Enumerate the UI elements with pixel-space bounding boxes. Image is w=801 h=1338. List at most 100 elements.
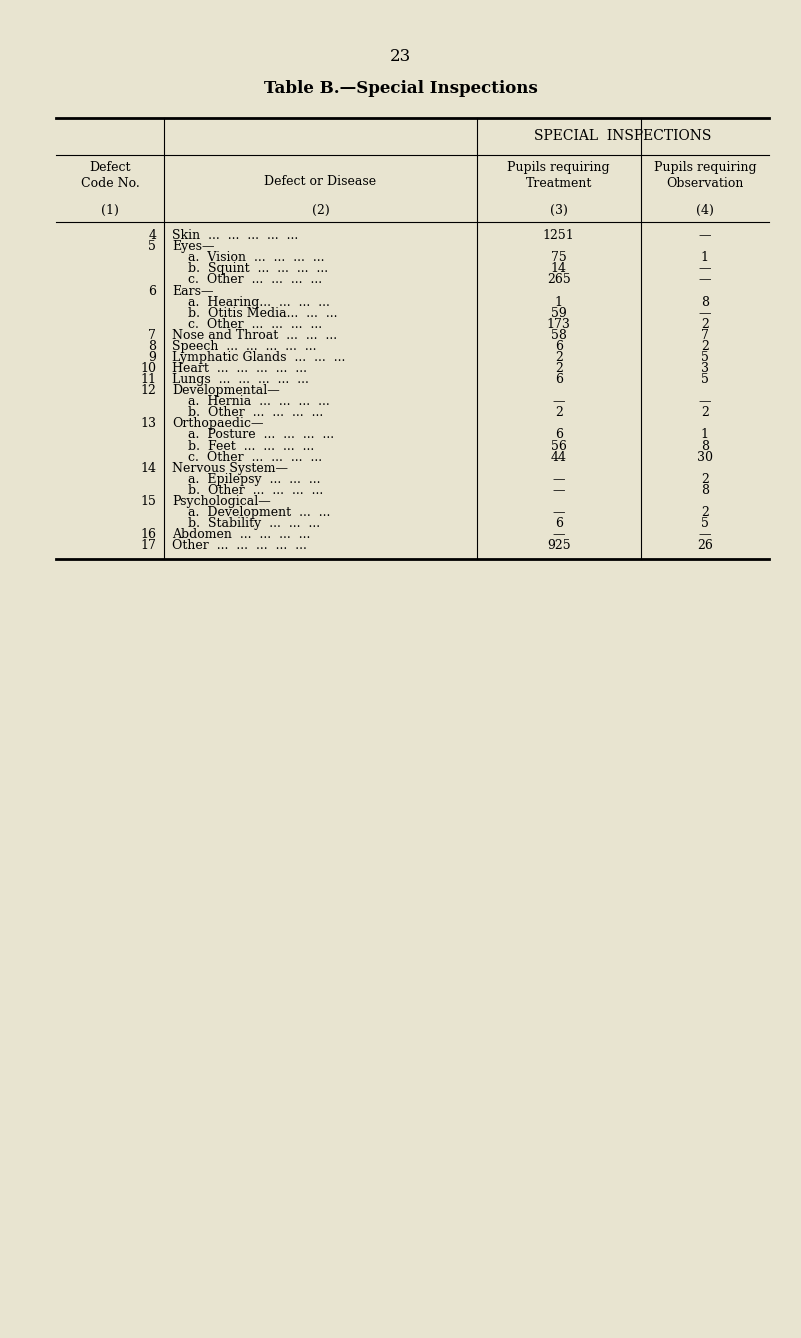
Text: Defect
Code No.: Defect Code No. [81, 161, 139, 190]
Text: 8: 8 [701, 296, 709, 309]
Text: —: — [553, 472, 565, 486]
Text: 9: 9 [148, 351, 156, 364]
Text: 1: 1 [555, 296, 562, 309]
Text: 59: 59 [551, 306, 566, 320]
Text: 26: 26 [697, 539, 713, 553]
Text: Table B.—Special Inspections: Table B.—Special Inspections [264, 80, 537, 98]
Text: —: — [698, 229, 711, 242]
Text: 12: 12 [140, 384, 156, 397]
Text: —: — [698, 395, 711, 408]
Text: 1251: 1251 [543, 229, 574, 242]
Text: 925: 925 [547, 539, 570, 553]
Text: 56: 56 [551, 440, 566, 452]
Text: —: — [698, 306, 711, 320]
Text: (4): (4) [696, 203, 714, 217]
Text: 1: 1 [701, 252, 709, 265]
Text: —: — [553, 484, 565, 496]
Text: Pupils requiring
Observation: Pupils requiring Observation [654, 161, 756, 190]
Text: 30: 30 [697, 451, 713, 464]
Text: 5: 5 [701, 516, 709, 530]
Text: 11: 11 [140, 373, 156, 387]
Text: 7: 7 [701, 329, 709, 341]
Text: 5: 5 [148, 241, 156, 253]
Text: Defect or Disease: Defect or Disease [264, 175, 376, 189]
Text: a.  Vision  ...  ...  ...  ...: a. Vision ... ... ... ... [172, 252, 324, 265]
Text: 8: 8 [701, 484, 709, 496]
Text: Developmental—: Developmental— [172, 384, 280, 397]
Text: Lungs  ...  ...  ...  ...  ...: Lungs ... ... ... ... ... [172, 373, 309, 387]
Text: Ears—: Ears— [172, 285, 214, 297]
Text: 2: 2 [555, 407, 562, 419]
Text: c.  Other  ...  ...  ...  ...: c. Other ... ... ... ... [172, 451, 322, 464]
Text: a.  Development  ...  ...: a. Development ... ... [172, 506, 331, 519]
Text: Pupils requiring
Treatment: Pupils requiring Treatment [507, 161, 610, 190]
Text: a.  Epilepsy  ...  ...  ...: a. Epilepsy ... ... ... [172, 472, 320, 486]
Text: Other  ...  ...  ...  ...  ...: Other ... ... ... ... ... [172, 539, 307, 553]
Text: —: — [553, 506, 565, 519]
Text: 75: 75 [551, 252, 566, 265]
Text: b.  Other  ...  ...  ...  ...: b. Other ... ... ... ... [172, 407, 324, 419]
Text: 58: 58 [551, 329, 566, 341]
Text: 15: 15 [140, 495, 156, 508]
Text: b.  Squint  ...  ...  ...  ...: b. Squint ... ... ... ... [172, 262, 328, 276]
Text: a.  Hearing...  ...  ...  ...: a. Hearing... ... ... ... [172, 296, 330, 309]
Text: 2: 2 [555, 351, 562, 364]
Text: SPECIAL  INSPECTIONS: SPECIAL INSPECTIONS [534, 130, 711, 143]
Text: (3): (3) [549, 203, 568, 217]
Text: 2: 2 [701, 472, 709, 486]
Text: —: — [698, 273, 711, 286]
Text: 173: 173 [547, 317, 570, 330]
Text: Skin  ...  ...  ...  ...  ...: Skin ... ... ... ... ... [172, 229, 299, 242]
Text: 2: 2 [701, 317, 709, 330]
Text: Eyes—: Eyes— [172, 241, 215, 253]
Text: 6: 6 [555, 373, 562, 387]
Text: Psychological—: Psychological— [172, 495, 271, 508]
Text: Speech  ...  ...  ...  ...  ...: Speech ... ... ... ... ... [172, 340, 316, 353]
Text: 17: 17 [140, 539, 156, 553]
Text: 7: 7 [148, 329, 156, 341]
Text: c.  Other  ...  ...  ...  ...: c. Other ... ... ... ... [172, 317, 322, 330]
Text: b.  Other  ...  ...  ...  ...: b. Other ... ... ... ... [172, 484, 324, 496]
Text: 6: 6 [148, 285, 156, 297]
Text: 44: 44 [551, 451, 566, 464]
Text: (1): (1) [101, 203, 119, 217]
Text: 2: 2 [701, 506, 709, 519]
Text: 10: 10 [140, 363, 156, 375]
Text: —: — [698, 529, 711, 541]
Text: 4: 4 [148, 229, 156, 242]
Text: 2: 2 [555, 363, 562, 375]
Text: a.  Posture  ...  ...  ...  ...: a. Posture ... ... ... ... [172, 428, 334, 442]
Text: c.  Other  ...  ...  ...  ...: c. Other ... ... ... ... [172, 273, 322, 286]
Text: Nervous System—: Nervous System— [172, 462, 288, 475]
Text: 5: 5 [701, 351, 709, 364]
Text: 2: 2 [701, 340, 709, 353]
Text: (2): (2) [312, 203, 329, 217]
Text: 6: 6 [555, 428, 562, 442]
Text: Lymphatic Glands  ...  ...  ...: Lymphatic Glands ... ... ... [172, 351, 345, 364]
Text: Heart  ...  ...  ...  ...  ...: Heart ... ... ... ... ... [172, 363, 308, 375]
Text: 16: 16 [140, 529, 156, 541]
Text: 8: 8 [701, 440, 709, 452]
Text: 8: 8 [148, 340, 156, 353]
Text: —: — [553, 529, 565, 541]
Text: 13: 13 [140, 417, 156, 431]
Text: —: — [698, 262, 711, 276]
Text: b.  Feet  ...  ...  ...  ...: b. Feet ... ... ... ... [172, 440, 315, 452]
Text: 5: 5 [701, 373, 709, 387]
Text: b.  Stability  ...  ...  ...: b. Stability ... ... ... [172, 516, 320, 530]
Text: 6: 6 [555, 340, 562, 353]
Text: b.  Otitis Media...  ...  ...: b. Otitis Media... ... ... [172, 306, 338, 320]
Text: 23: 23 [390, 48, 411, 66]
Text: Orthopaedic—: Orthopaedic— [172, 417, 264, 431]
Text: 14: 14 [551, 262, 566, 276]
Text: a.  Hernia  ...  ...  ...  ...: a. Hernia ... ... ... ... [172, 395, 330, 408]
Text: Nose and Throat  ...  ...  ...: Nose and Throat ... ... ... [172, 329, 337, 341]
Text: 6: 6 [555, 516, 562, 530]
Text: —: — [553, 395, 565, 408]
Text: 14: 14 [140, 462, 156, 475]
Text: 1: 1 [701, 428, 709, 442]
Text: 3: 3 [701, 363, 709, 375]
Text: Abdomen  ...  ...  ...  ...: Abdomen ... ... ... ... [172, 529, 311, 541]
Text: 2: 2 [701, 407, 709, 419]
Text: 265: 265 [547, 273, 570, 286]
